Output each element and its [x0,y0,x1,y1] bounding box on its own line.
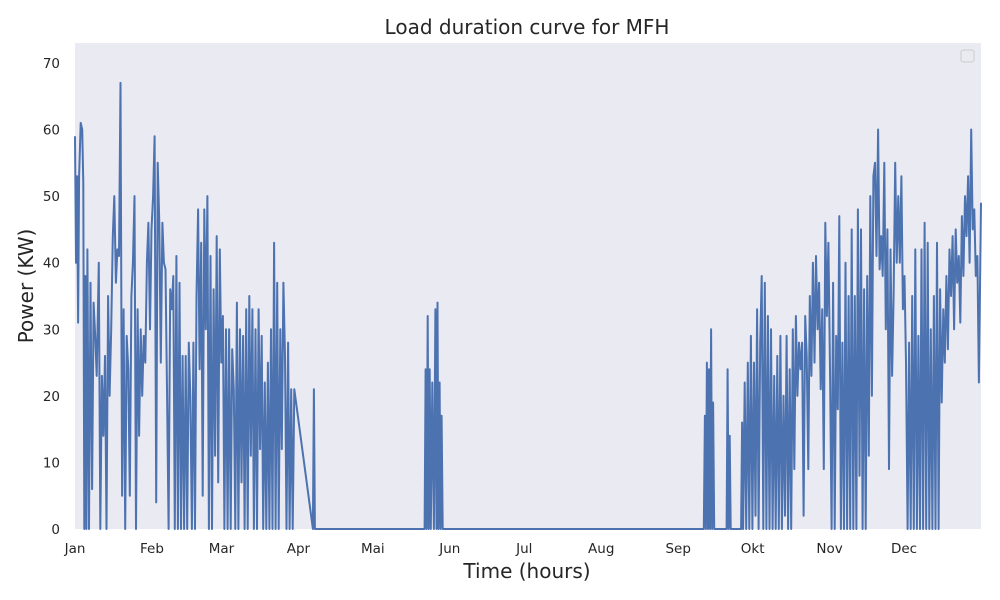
y-tick-label: 10 [43,455,60,471]
y-tick-label: 60 [43,123,60,139]
y-axis-label: Power (KW) [14,229,38,344]
x-tick-label: Mai [361,541,385,557]
x-axis: Jan Feb Mar Apr Mai Jun Jul Aug Sep Okt Nov Dec [64,541,918,557]
y-tick-label: 20 [43,389,60,405]
chart-title: Load duration curve for MFH [385,15,670,39]
y-tick-label: 0 [51,522,60,538]
x-tick-label: Jul [515,541,532,557]
legend-box [960,49,975,63]
series-line [74,81,982,530]
x-tick-label: Okt [741,541,765,557]
x-tick-label: Jun [438,541,460,557]
x-tick-label: Sep [665,541,690,557]
x-tick-label: Apr [287,541,311,557]
y-tick-label: 30 [43,322,60,338]
x-tick-label: Aug [588,541,614,557]
y-tick-label: 40 [43,256,60,272]
y-tick-label: 70 [43,56,60,72]
x-axis-label: Time (hours) [462,559,590,583]
x-tick-label: Feb [140,541,164,557]
x-tick-label: Mar [209,541,235,557]
y-tick-label: 50 [43,189,60,205]
y-axis: 0 10 20 30 40 50 60 70 [43,56,60,538]
x-tick-label: Jan [64,541,86,557]
x-tick-label: Nov [816,541,842,557]
x-tick-label: Dec [891,541,917,557]
